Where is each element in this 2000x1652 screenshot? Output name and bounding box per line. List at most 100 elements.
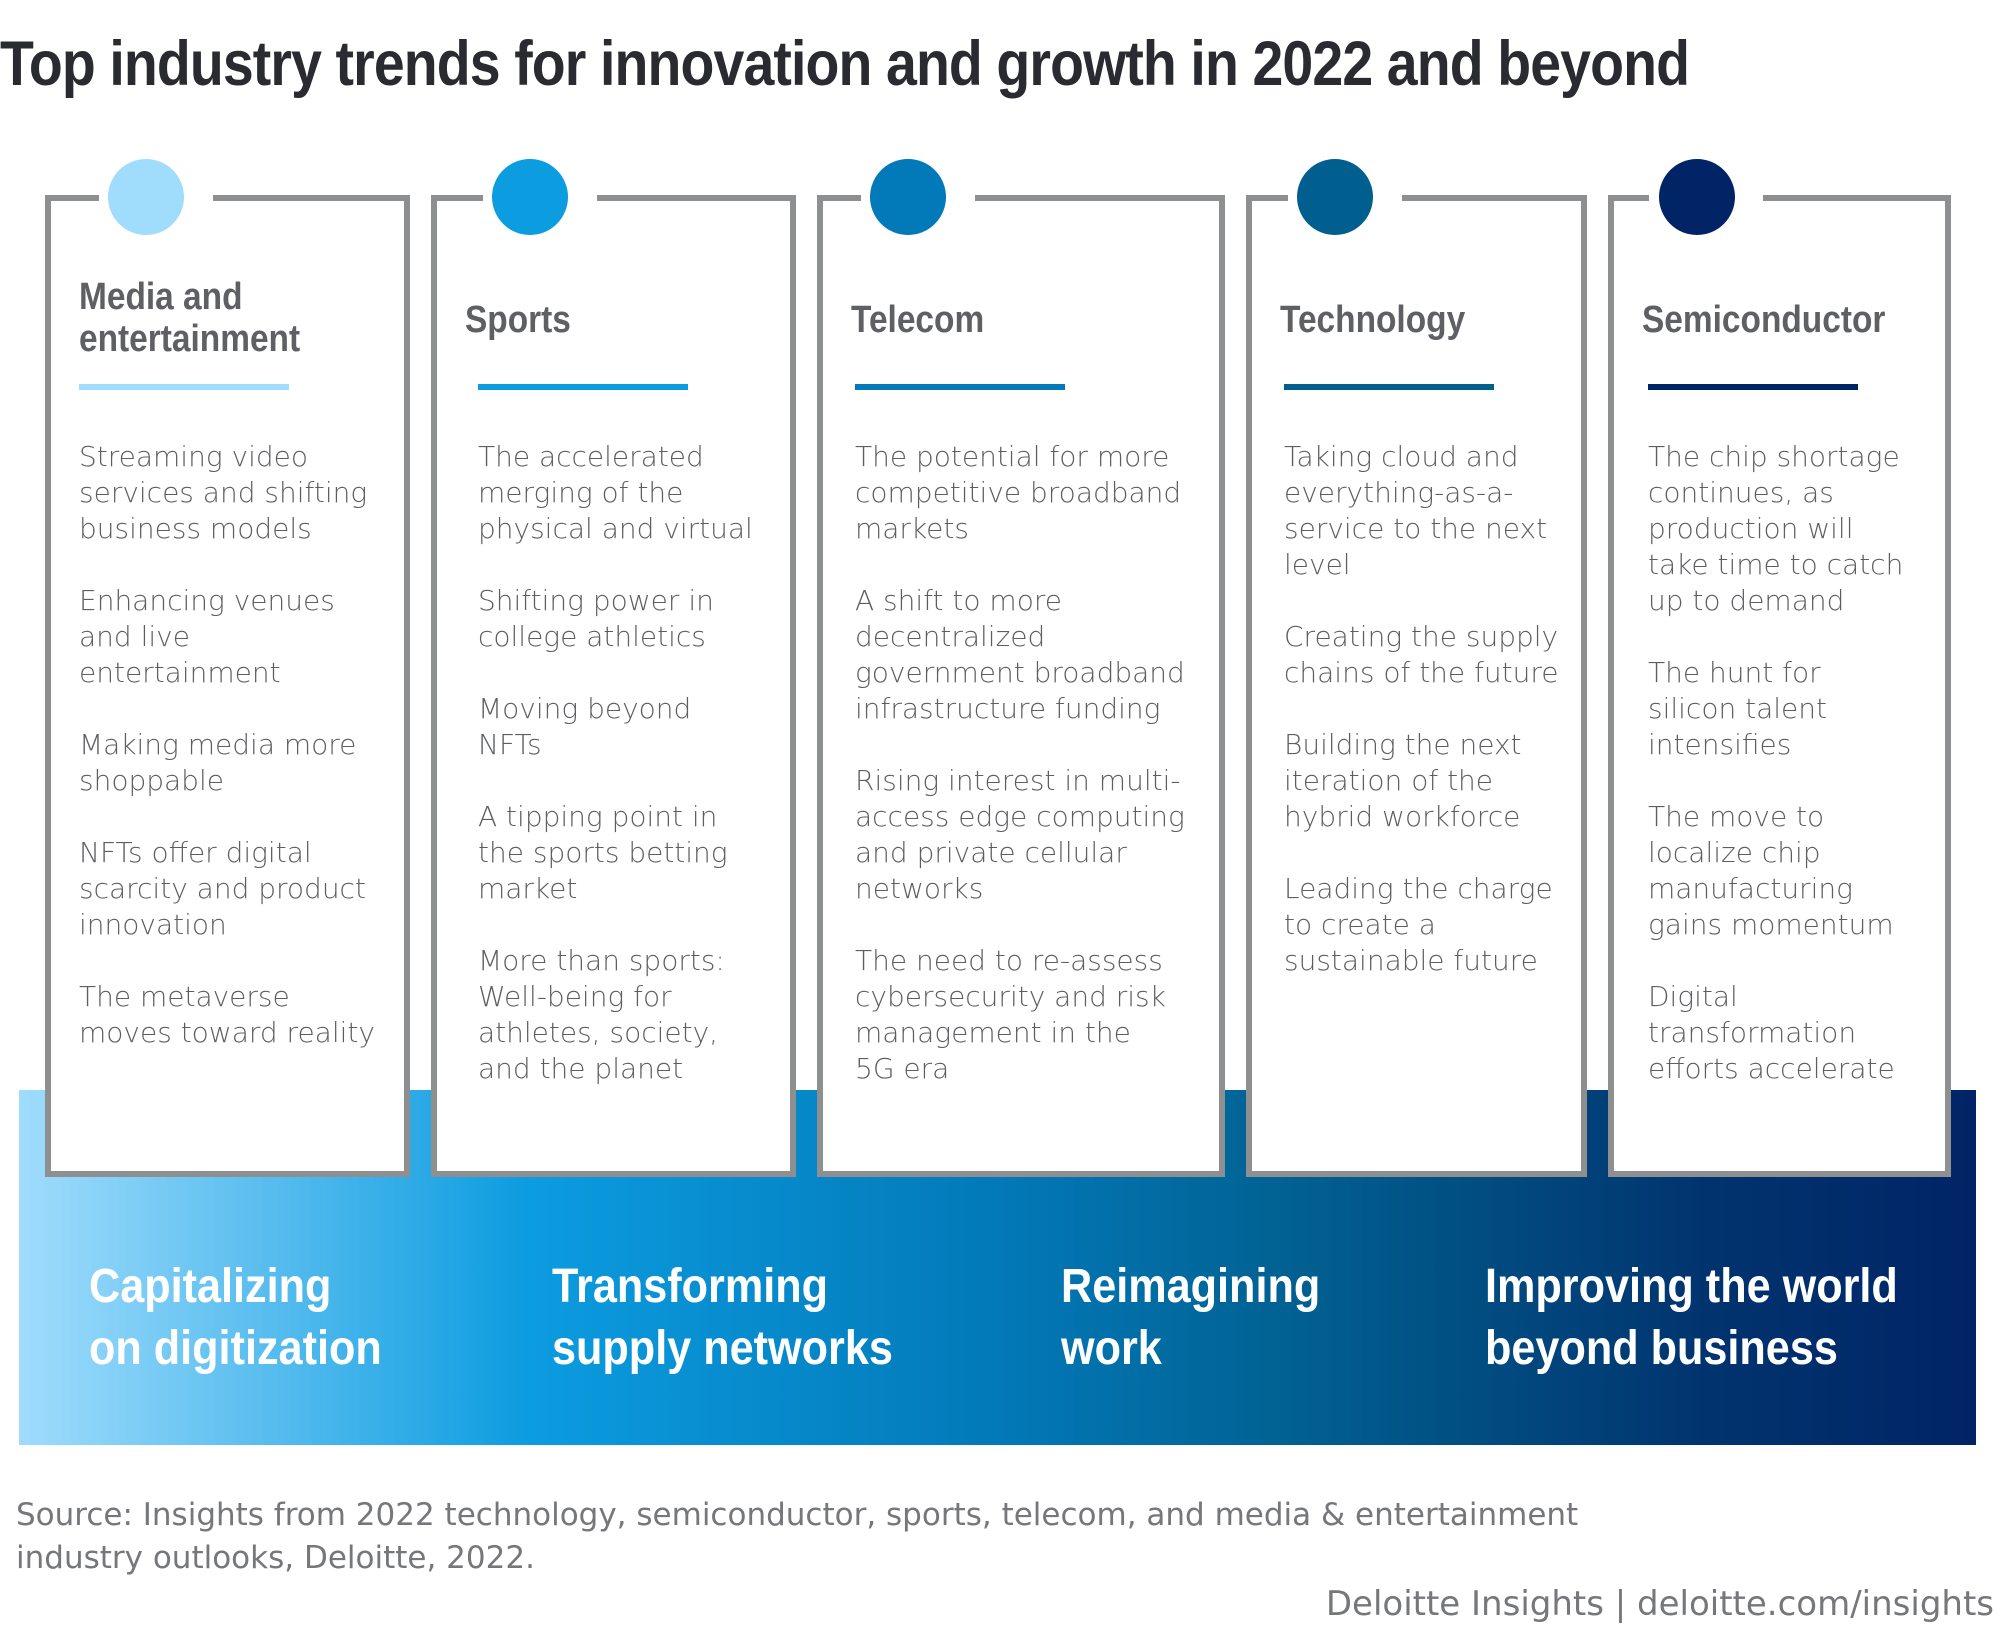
card-title: Media and entertainment — [79, 276, 300, 360]
theme-capitalizing-digitization: Capitalizing on digitization — [89, 1256, 382, 1380]
theme-line: on digitization — [89, 1322, 382, 1375]
trend-item-line: business models — [79, 512, 312, 545]
trend-item-line: 5G era — [855, 1052, 950, 1085]
telecom-dot-icon — [870, 159, 946, 235]
trend-item-line: government broadband — [855, 656, 1185, 689]
trend-item-line: level — [1284, 548, 1351, 581]
theme-line: Reimagining — [1061, 1260, 1321, 1313]
trend-item-line: More than sports: — [478, 944, 725, 977]
trend-item: More than sports: Well-being for athletes,… — [478, 943, 776, 1087]
semiconductor-dot-icon — [1659, 159, 1735, 235]
page-title: Top industry trends for innovation and g… — [0, 29, 1690, 99]
trend-item-line: production will — [1648, 512, 1854, 545]
card-title: Sports — [465, 299, 571, 341]
trend-item-line: The need to re-assess — [855, 944, 1163, 977]
trend-item-line: intensifies — [1648, 728, 1792, 761]
trend-item-line: manufacturing — [1648, 872, 1853, 905]
trend-item-line: iteration of the — [1284, 764, 1494, 797]
card-title: Telecom — [851, 299, 984, 341]
card-underline — [1648, 384, 1858, 390]
trend-item-line: The move to — [1648, 800, 1825, 833]
card-title-line: entertainment — [79, 318, 301, 360]
trend-item-line: access edge computing — [855, 800, 1185, 833]
trend-item: Shifting power in college athletics — [478, 583, 776, 655]
source-line: Source: Insights from 2022 technology, s… — [16, 1497, 1579, 1533]
trend-item-line: infrastructure funding — [855, 692, 1161, 725]
trend-item-line: everything-as-a- — [1284, 476, 1514, 509]
trend-item: Building the next iteration of the hybrid … — [1284, 727, 1567, 835]
card-semiconductor: Semiconductor The chip shortage continues… — [1608, 159, 1951, 1177]
card-technology: Technology Taking cloud and everything-as… — [1246, 159, 1587, 1177]
card-title-line: Technology — [1280, 299, 1466, 341]
trend-list: The accelerated merging of the physical an… — [478, 439, 776, 1123]
trend-list: The potential for more competitive broadb… — [855, 439, 1205, 1123]
trend-item-line: continues, as — [1648, 476, 1834, 509]
trend-list: The chip shortage continues, as production… — [1648, 439, 1931, 1123]
trend-item-line: up to demand — [1648, 584, 1845, 617]
trend-item-line: Taking cloud and — [1284, 440, 1519, 473]
trend-item-line: localize chip — [1648, 836, 1821, 869]
trend-item: The chip shortage continues, as production… — [1648, 439, 1931, 619]
trend-list: Streaming video services and shifting busi… — [79, 439, 390, 1087]
card-sports: Sports The accelerated merging of the phys… — [431, 159, 796, 1177]
theme-reimagining-work: Reimagining work — [1061, 1256, 1320, 1380]
trend-item: The metaverse moves toward reality — [79, 979, 390, 1051]
trend-item-line: Making media more — [79, 728, 357, 761]
trend-item-line: college athletics — [478, 620, 706, 653]
trend-item: Digital transformation efforts accelerate — [1648, 979, 1931, 1087]
trend-item-line: Rising interest in multi- — [855, 764, 1181, 797]
theme-transforming-supply-networks: Transforming supply networks — [552, 1256, 893, 1380]
theme-line: Improving the world — [1485, 1260, 1898, 1313]
trend-item-line: innovation — [79, 908, 227, 941]
theme-line: Transforming — [552, 1260, 829, 1313]
trend-item: The potential for more competitive broadb… — [855, 439, 1205, 547]
trend-item: Making media more shoppable — [79, 727, 390, 799]
trend-item-line: NFTs offer digital — [79, 836, 312, 869]
trend-item: Rising interest in multi-access edge com… — [855, 763, 1205, 907]
trend-item: The need to re-assess cybersecurity and r… — [855, 943, 1205, 1087]
trend-item: NFTs offer digital scarcity and product in… — [79, 835, 390, 943]
trend-item: Leading the charge to create a sustainable… — [1284, 871, 1567, 979]
trend-item-line: Digital — [1648, 980, 1738, 1013]
trend-item: A shift to more decentralized government b… — [855, 583, 1205, 727]
trend-item-line: and live — [79, 620, 190, 653]
trend-item: Moving beyond NFTs — [478, 691, 776, 763]
trend-item-line: shoppable — [79, 764, 224, 797]
card-underline — [855, 384, 1065, 390]
trend-item-line: competitive broadband — [855, 476, 1182, 509]
trend-item-line: Well-being for — [478, 980, 672, 1013]
trend-item: Enhancing venues and live entertainment — [79, 583, 390, 691]
source-line: industry outlooks, Deloitte, 2022. — [16, 1540, 535, 1576]
card-underline — [79, 384, 289, 390]
trend-item-line: gains momentum — [1648, 908, 1894, 941]
trend-item: The accelerated merging of the physical an… — [478, 439, 776, 547]
theme-line: work — [1061, 1322, 1162, 1375]
trend-item-line: management in the — [855, 1016, 1131, 1049]
trend-list: Taking cloud and everything-as-a-service … — [1284, 439, 1567, 1015]
trend-item-line: scarcity and product — [79, 872, 366, 905]
card-title-line: Media and — [79, 276, 243, 318]
card-title-line: Sports — [465, 299, 571, 341]
card-underline — [478, 384, 688, 390]
trend-item-line: market — [478, 872, 578, 905]
trend-item-line: Creating the supply — [1284, 620, 1559, 653]
trend-item-line: take time to catch — [1648, 548, 1904, 581]
trend-item-line: services and shifting — [79, 476, 368, 509]
trend-item-line: A shift to more — [855, 584, 1062, 617]
media-dot-icon — [108, 159, 184, 235]
trend-item-line: The hunt for — [1648, 656, 1821, 689]
trend-item-line: Shifting power in — [478, 584, 714, 617]
trend-item-line: A tipping point in — [478, 800, 718, 833]
trend-item-line: physical and virtual — [478, 512, 753, 545]
trend-item: The hunt for silicon talent intensifies — [1648, 655, 1931, 763]
trend-item: Taking cloud and everything-as-a-service … — [1284, 439, 1567, 583]
trend-item: A tipping point in the sports betting mark… — [478, 799, 776, 907]
card-media-entertainment: Media and entertainment Streaming video s… — [45, 159, 410, 1177]
trend-item-line: cybersecurity and risk — [855, 980, 1166, 1013]
trend-item-line: to create a — [1284, 908, 1436, 941]
trend-item-line: sustainable future — [1284, 944, 1538, 977]
theme-improving-world: Improving the world beyond business — [1485, 1256, 1898, 1380]
theme-line: Capitalizing — [89, 1260, 332, 1313]
trend-item-line: Leading the charge — [1284, 872, 1553, 905]
card-title-line: Semiconductor — [1642, 299, 1886, 341]
